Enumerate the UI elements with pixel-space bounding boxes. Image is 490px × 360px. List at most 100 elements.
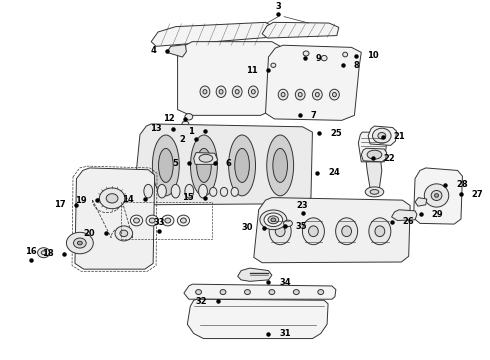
- Ellipse shape: [210, 188, 217, 196]
- Ellipse shape: [321, 55, 327, 61]
- Polygon shape: [194, 153, 218, 165]
- Text: 10: 10: [367, 51, 379, 60]
- Ellipse shape: [106, 194, 118, 203]
- Ellipse shape: [375, 226, 385, 237]
- Text: 21: 21: [393, 132, 405, 141]
- Ellipse shape: [298, 93, 302, 97]
- Ellipse shape: [424, 184, 449, 207]
- Ellipse shape: [271, 63, 276, 67]
- Ellipse shape: [220, 289, 226, 294]
- Polygon shape: [266, 45, 361, 120]
- Ellipse shape: [196, 148, 211, 183]
- Polygon shape: [414, 168, 463, 224]
- Text: 1: 1: [188, 127, 194, 136]
- Ellipse shape: [336, 218, 358, 245]
- Ellipse shape: [199, 154, 213, 162]
- Ellipse shape: [278, 89, 288, 100]
- Ellipse shape: [177, 215, 190, 226]
- Ellipse shape: [369, 218, 391, 245]
- Ellipse shape: [130, 215, 143, 226]
- Ellipse shape: [248, 86, 258, 98]
- Ellipse shape: [235, 90, 239, 94]
- Ellipse shape: [309, 226, 318, 237]
- Text: 26: 26: [402, 217, 414, 226]
- Ellipse shape: [41, 251, 46, 255]
- Ellipse shape: [200, 86, 210, 98]
- Polygon shape: [167, 45, 186, 57]
- Ellipse shape: [316, 93, 319, 97]
- Ellipse shape: [162, 215, 174, 226]
- Text: 22: 22: [384, 154, 395, 163]
- Ellipse shape: [134, 218, 140, 223]
- Ellipse shape: [77, 241, 82, 245]
- Ellipse shape: [165, 218, 171, 223]
- Ellipse shape: [203, 90, 207, 94]
- Polygon shape: [254, 198, 410, 263]
- Ellipse shape: [251, 90, 255, 94]
- Polygon shape: [184, 284, 336, 299]
- Ellipse shape: [235, 148, 249, 183]
- Ellipse shape: [191, 135, 218, 196]
- Polygon shape: [151, 22, 274, 46]
- Text: 5: 5: [172, 159, 178, 168]
- Text: 20: 20: [83, 229, 95, 238]
- Text: 13: 13: [150, 124, 162, 133]
- Text: 29: 29: [432, 210, 443, 219]
- Ellipse shape: [220, 188, 228, 196]
- Text: 28: 28: [456, 180, 467, 189]
- Polygon shape: [262, 22, 339, 38]
- Polygon shape: [366, 162, 382, 188]
- Polygon shape: [361, 148, 387, 162]
- Text: 11: 11: [246, 66, 258, 75]
- Text: 32: 32: [196, 297, 207, 306]
- Ellipse shape: [271, 218, 276, 222]
- Ellipse shape: [294, 289, 299, 294]
- Ellipse shape: [185, 113, 193, 120]
- Ellipse shape: [295, 89, 305, 100]
- Ellipse shape: [370, 190, 379, 194]
- Ellipse shape: [284, 220, 293, 226]
- Text: 25: 25: [330, 129, 342, 138]
- Ellipse shape: [180, 218, 186, 223]
- Ellipse shape: [365, 187, 384, 197]
- Text: 3: 3: [275, 2, 281, 11]
- Ellipse shape: [182, 121, 189, 127]
- Ellipse shape: [275, 226, 285, 237]
- Ellipse shape: [302, 218, 324, 245]
- Polygon shape: [238, 268, 272, 281]
- Text: 15: 15: [182, 193, 194, 202]
- Ellipse shape: [74, 238, 86, 248]
- Ellipse shape: [115, 226, 133, 241]
- Ellipse shape: [231, 188, 239, 196]
- Text: 33: 33: [154, 218, 165, 227]
- Ellipse shape: [260, 210, 287, 230]
- Ellipse shape: [313, 89, 322, 100]
- Polygon shape: [392, 210, 417, 221]
- Text: 8: 8: [353, 61, 359, 70]
- Ellipse shape: [196, 289, 201, 294]
- Polygon shape: [177, 42, 280, 115]
- Ellipse shape: [158, 184, 166, 198]
- Ellipse shape: [159, 148, 173, 183]
- Ellipse shape: [219, 90, 223, 94]
- Polygon shape: [415, 198, 427, 206]
- Ellipse shape: [318, 289, 324, 294]
- Text: 7: 7: [311, 111, 316, 120]
- Text: 14: 14: [122, 194, 134, 203]
- Ellipse shape: [330, 89, 339, 100]
- Ellipse shape: [229, 135, 255, 196]
- Ellipse shape: [332, 93, 336, 97]
- Ellipse shape: [431, 190, 442, 201]
- Text: 27: 27: [472, 190, 483, 199]
- Ellipse shape: [245, 289, 250, 294]
- Ellipse shape: [303, 51, 309, 56]
- Ellipse shape: [120, 230, 128, 237]
- Text: 19: 19: [75, 195, 87, 204]
- Text: 31: 31: [279, 329, 291, 338]
- Polygon shape: [358, 132, 387, 162]
- Polygon shape: [368, 126, 396, 145]
- Text: 17: 17: [54, 200, 66, 209]
- Text: 2: 2: [179, 135, 185, 144]
- Ellipse shape: [367, 150, 382, 159]
- Ellipse shape: [264, 213, 283, 226]
